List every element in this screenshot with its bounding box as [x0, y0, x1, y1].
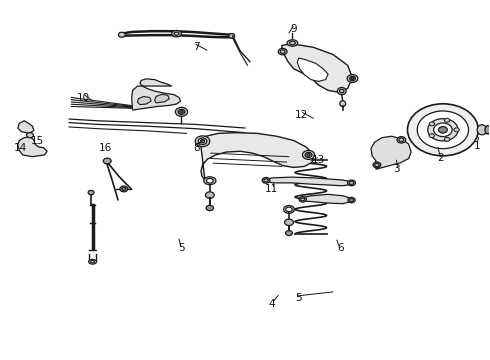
Text: 5: 5	[295, 293, 302, 303]
Ellipse shape	[305, 152, 312, 157]
Ellipse shape	[408, 104, 478, 156]
Ellipse shape	[103, 158, 111, 164]
Ellipse shape	[429, 122, 435, 126]
Polygon shape	[18, 121, 34, 134]
Text: 2: 2	[437, 153, 444, 163]
Polygon shape	[301, 194, 352, 204]
Ellipse shape	[206, 205, 214, 211]
Ellipse shape	[428, 119, 458, 141]
Text: 7: 7	[193, 42, 199, 52]
Text: 9: 9	[291, 24, 297, 35]
Ellipse shape	[286, 230, 293, 235]
Ellipse shape	[200, 140, 205, 143]
Text: 10: 10	[77, 93, 90, 103]
Polygon shape	[297, 58, 328, 81]
Text: 15: 15	[31, 136, 44, 145]
Ellipse shape	[348, 197, 355, 203]
Ellipse shape	[284, 206, 294, 213]
Ellipse shape	[337, 87, 346, 95]
Ellipse shape	[299, 197, 306, 202]
Text: 13: 13	[312, 155, 325, 165]
Ellipse shape	[477, 125, 487, 135]
Ellipse shape	[119, 32, 125, 37]
Ellipse shape	[340, 101, 345, 107]
Ellipse shape	[287, 40, 298, 46]
Ellipse shape	[278, 48, 287, 55]
Ellipse shape	[397, 136, 406, 143]
Ellipse shape	[229, 34, 235, 38]
Polygon shape	[200, 133, 314, 180]
Ellipse shape	[429, 134, 435, 138]
Ellipse shape	[172, 31, 181, 37]
Text: 3: 3	[393, 164, 400, 174]
Ellipse shape	[206, 179, 213, 183]
Ellipse shape	[347, 75, 358, 82]
Text: 4: 4	[269, 299, 275, 309]
Ellipse shape	[454, 128, 459, 132]
Polygon shape	[265, 177, 352, 186]
Ellipse shape	[195, 136, 210, 147]
Polygon shape	[18, 137, 47, 157]
Ellipse shape	[285, 219, 294, 226]
Ellipse shape	[444, 138, 450, 141]
Ellipse shape	[205, 192, 214, 198]
Polygon shape	[371, 136, 411, 169]
Ellipse shape	[198, 138, 207, 144]
Ellipse shape	[180, 111, 183, 113]
Text: 11: 11	[265, 184, 278, 194]
Ellipse shape	[175, 107, 188, 116]
Ellipse shape	[417, 111, 468, 149]
Polygon shape	[155, 94, 169, 103]
Ellipse shape	[262, 177, 270, 183]
Polygon shape	[132, 79, 180, 110]
Ellipse shape	[120, 186, 128, 192]
Ellipse shape	[444, 118, 450, 122]
Text: 12: 12	[294, 111, 308, 121]
Ellipse shape	[485, 126, 490, 134]
Ellipse shape	[302, 150, 315, 159]
Text: 16: 16	[99, 143, 112, 153]
Text: 1: 1	[474, 141, 480, 151]
Ellipse shape	[434, 123, 452, 136]
Ellipse shape	[373, 162, 381, 168]
Polygon shape	[138, 96, 151, 105]
Text: 8: 8	[193, 143, 199, 153]
Text: 5: 5	[178, 243, 185, 253]
Polygon shape	[282, 44, 352, 92]
Text: 6: 6	[337, 243, 343, 253]
Ellipse shape	[89, 260, 97, 264]
Ellipse shape	[351, 77, 354, 80]
Ellipse shape	[439, 127, 447, 133]
Ellipse shape	[26, 133, 33, 138]
Text: 14: 14	[14, 143, 27, 153]
Ellipse shape	[204, 177, 216, 185]
Ellipse shape	[286, 207, 292, 212]
Ellipse shape	[347, 180, 355, 186]
Ellipse shape	[88, 190, 94, 195]
Ellipse shape	[307, 154, 310, 156]
